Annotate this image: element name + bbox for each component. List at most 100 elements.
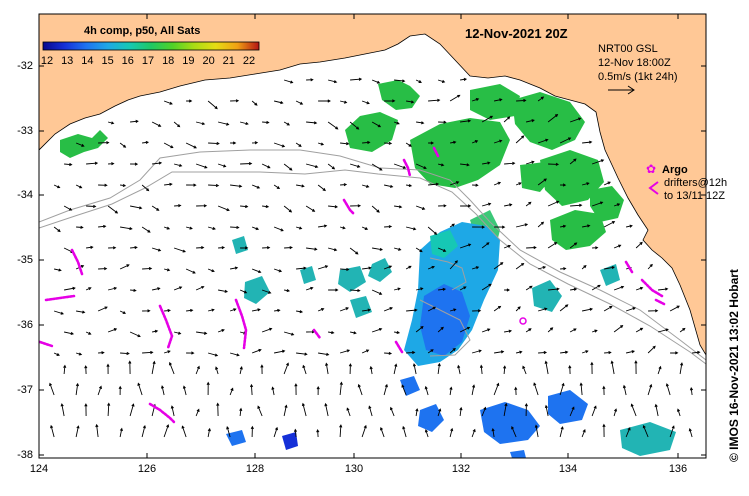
current-arrow [658,287,669,291]
current-arrow [86,161,99,165]
x-tick-label: 126 [138,463,156,475]
current-arrow [273,142,286,148]
current-arrow [503,402,508,417]
current-arrow [406,350,416,355]
current-arrow [130,245,138,250]
current-arrow [302,364,307,375]
current-arrow [207,226,216,230]
current-arrow [449,223,455,228]
current-arrow [516,98,527,103]
current-arrow [186,308,194,312]
current-arrow [262,246,271,250]
current-arrow [406,183,413,188]
current-arrow [273,100,284,105]
current-arrow [340,142,350,146]
current-arrow [525,201,532,207]
current-arrow [590,361,594,375]
current-arrow [128,360,132,375]
current-arrow [240,204,249,209]
current-arrow [688,427,693,438]
current-arrow [503,116,511,123]
current-arrow [570,203,583,207]
colorbar-tick-label: 16 [122,55,134,67]
current-arrow [348,363,352,375]
current-arrow [251,268,262,274]
x-tick-label: 136 [669,463,687,475]
current-arrow [427,306,437,312]
current-arrow [274,308,281,313]
y-tick-label: -36 [17,319,33,331]
current-arrow [460,77,468,81]
current-arrow [186,351,195,355]
y-tick-label: -33 [17,125,33,137]
current-arrow [64,162,73,167]
current-arrow [384,141,393,145]
current-arrow [54,268,62,272]
current-arrow [547,114,559,123]
colorbar-tick-label: 19 [182,55,194,67]
sst-southern-patches [226,376,676,458]
current-arrow [634,360,638,375]
current-arrow [229,387,234,396]
current-arrow [273,268,283,273]
current-arrow [610,360,615,375]
argo-legend: ✿ Argo drifters@12h to 13/11 12Z [646,162,727,202]
current-arrow [371,205,380,213]
current-arrow [230,184,243,188]
current-arrow [350,204,362,208]
current-arrow [630,403,637,417]
current-arrow [239,407,243,417]
current-arrow [252,308,261,312]
current-arrow [361,349,370,354]
x-axis-labels: 124 126 128 130 132 134 136 [30,463,687,475]
current-arrow [368,405,373,417]
current-arrow [325,362,329,375]
current-arrow [581,182,590,186]
current-arrow [251,184,261,189]
current-arrow [481,406,487,417]
current-arrow [665,383,671,396]
current-arrow [195,408,200,417]
current-arrow [218,246,226,250]
current-arrow [438,204,447,208]
current-arrow [98,267,108,271]
current-arrow [437,326,444,333]
current-arrow [273,184,281,190]
current-arrow [460,204,472,208]
current-arrow [383,307,393,312]
current-arrow [515,135,525,144]
current-arrow [208,141,220,146]
current-arrow [284,289,291,293]
current-arrow [547,327,554,333]
current-arrow [85,287,92,291]
current-arrow [591,159,605,165]
current-arrow [472,225,486,229]
current-arrow [449,308,457,312]
current-arrow [560,267,567,271]
current-arrow [459,243,472,249]
current-arrow [119,427,123,438]
current-arrow [438,287,447,291]
current-arrow [384,99,396,103]
current-arrow [349,121,360,130]
current-arrow [107,121,115,125]
current-arrow [226,425,231,438]
current-arrow [415,287,424,291]
current-arrow [537,221,545,228]
current-arrow [294,383,298,396]
current-arrow [173,121,181,128]
current-arrow [424,385,429,396]
current-arrow [130,205,143,210]
current-arrow [384,351,393,355]
current-arrow [186,183,197,187]
current-arrow [284,246,293,250]
current-arrow [406,308,418,312]
current-arrow [240,161,253,166]
current-arrow [317,308,325,312]
current-arrow [692,350,701,354]
colorbar-tick-label: 12 [41,55,53,67]
current-arrow [493,382,500,396]
current-arrow [339,100,348,104]
current-arrow [544,404,549,417]
